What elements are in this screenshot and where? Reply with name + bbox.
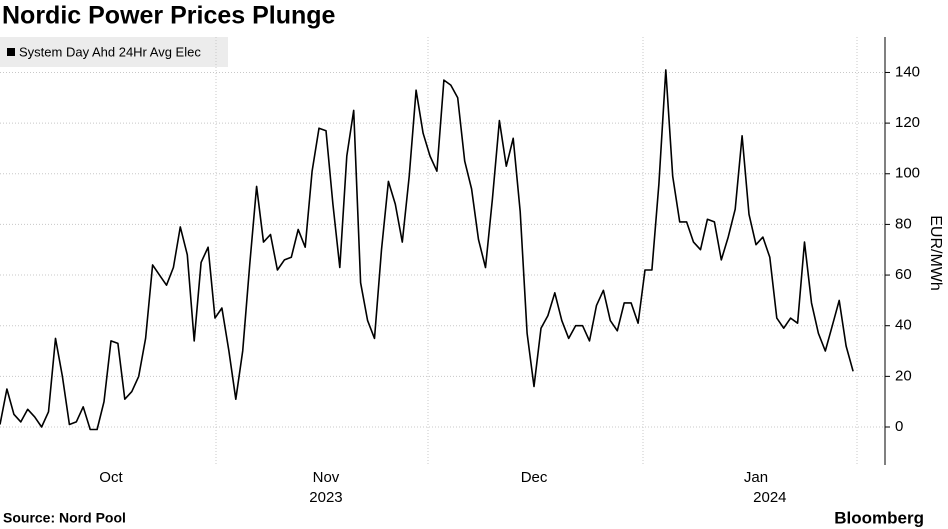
x-year-label: 2023 [309, 489, 342, 506]
brand: Bloomberg [834, 508, 924, 527]
y-tick-label: 20 [895, 367, 912, 384]
chart-title: Nordic Power Prices Plunge [2, 2, 336, 30]
x-tick-label: Oct [99, 469, 123, 486]
legend-swatch [7, 48, 15, 56]
series-line [0, 69, 854, 431]
y-tick-label: 100 [895, 165, 920, 182]
x-tick-label: Jan [744, 469, 768, 486]
x-year-label: 2024 [753, 489, 786, 506]
y-tick-label: 40 [895, 317, 912, 334]
legend-label: System Day Ahd 24Hr Avg Elec [19, 44, 201, 59]
y-tick-label: 140 [895, 63, 920, 80]
x-tick-label: Nov [313, 469, 340, 486]
y-tick-label: 120 [895, 114, 920, 131]
y-tick-label: 80 [895, 215, 912, 232]
source: Source: Nord Pool [3, 510, 126, 526]
y-axis-label: EUR/MWh [927, 215, 944, 291]
y-tick-label: 0 [895, 418, 903, 435]
x-tick-label: Dec [521, 469, 548, 486]
legend-box [0, 37, 228, 67]
y-tick-label: 60 [895, 266, 912, 283]
